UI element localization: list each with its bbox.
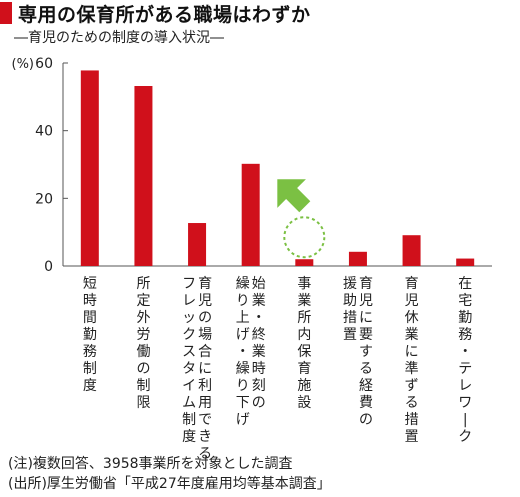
x-category-label: 在宅勤務・テレワ|ク: [458, 276, 472, 445]
title-marker: [0, 2, 12, 24]
y-tick-label: 40: [35, 124, 53, 140]
y-tick-label: 20: [35, 191, 53, 207]
bar: [402, 235, 421, 266]
chart-subtitle: ―育児のための制度の導入状況―: [14, 30, 224, 46]
x-category-label: 援助措置: [343, 276, 357, 343]
x-category-label: フレックスタイム制度: [182, 276, 196, 445]
x-category-label: 所定外労働の制限: [136, 276, 150, 411]
x-category-label: 事業所内保育施設: [297, 276, 311, 411]
y-tick-label: 60: [35, 56, 53, 72]
bar: [188, 223, 207, 266]
x-category-label: 繰り上げ・繰り下げ: [236, 276, 250, 428]
bar: [80, 70, 99, 267]
y-unit-label: (%): [12, 57, 35, 72]
x-category-label: 育児の場合に利用できる: [198, 276, 212, 462]
bar: [456, 258, 475, 266]
bar: [241, 163, 260, 266]
bar: [295, 259, 314, 266]
x-category-label: 育児休業に準ずる措置: [405, 276, 419, 445]
bar: [134, 86, 153, 266]
bar: [348, 251, 367, 266]
chart-title: 専用の保育所がある職場はわずか: [18, 4, 311, 26]
highlight-circle: [283, 216, 326, 259]
x-category-label: 育児に要する経費の: [359, 276, 373, 428]
y-tick-label: 0: [44, 259, 53, 275]
source-line: (出所)厚生労働省「平成27年度雇用均等基本調査」: [8, 476, 331, 492]
x-category-label: 短時間勤務制度: [83, 276, 97, 394]
highlight-arrow-icon: [277, 179, 311, 213]
note-line: (注)複数回答、3958事業所を対象とした調査: [8, 456, 293, 472]
x-category-label: 始業・終業時刻の: [252, 276, 266, 411]
